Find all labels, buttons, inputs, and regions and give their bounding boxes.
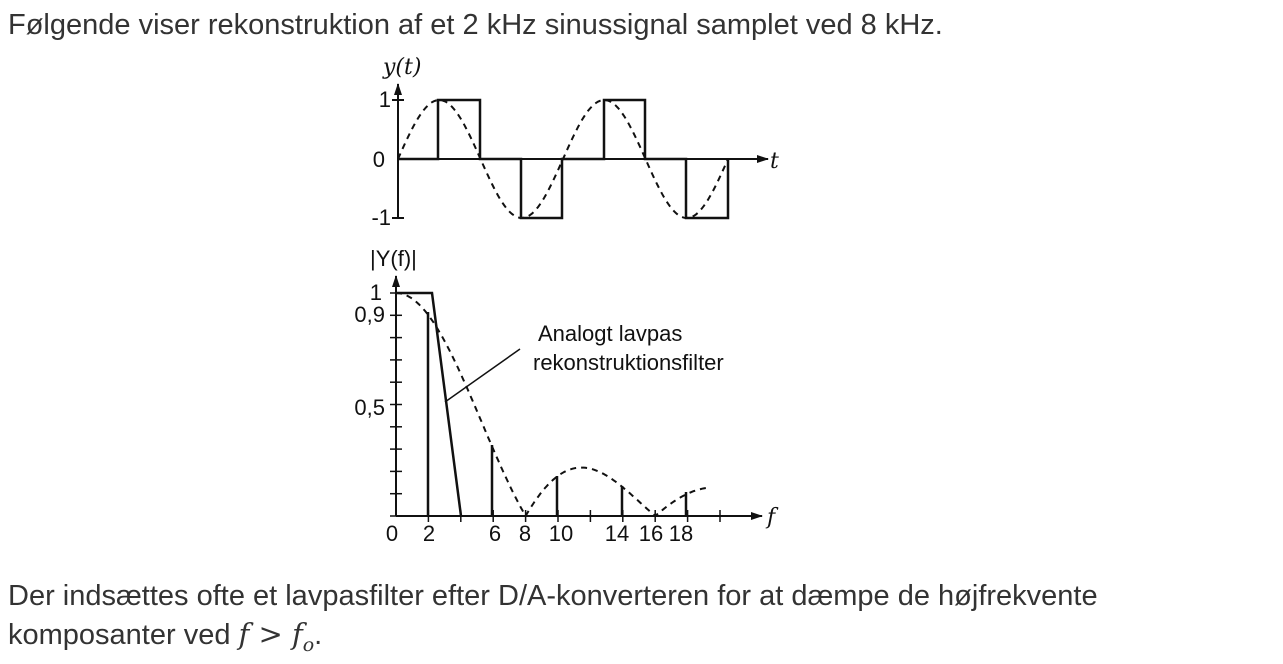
time-xlabel: t	[770, 149, 779, 174]
outro-line-1: Der indsættes ofte et lavpasfilter efter…	[8, 580, 1098, 612]
freq-xtick-16: 16	[639, 521, 663, 546]
outro-line-2: komposanter ved f > fo.	[8, 615, 1098, 664]
freq-ytick-0-9: 0,9	[354, 302, 385, 327]
time-domain-plot: y(t) t 1 0 -1	[371, 55, 779, 230]
annotation-line1: Analogt lavpas	[538, 321, 682, 346]
freq-xlabel: f	[765, 505, 779, 530]
freq-xtick-8: 8	[519, 521, 531, 546]
time-ytick-neg1: -1	[371, 205, 391, 230]
subscript-o: o	[302, 633, 315, 656]
freq-ytick-1: 1	[370, 280, 382, 305]
outro-text: Der indsættes ofte et lavpasfilter efter…	[8, 577, 1098, 664]
time-ylabel: y(t)	[382, 55, 421, 80]
freq-ytick-0-5: 0,5	[354, 395, 385, 420]
freq-xtick-10: 10	[549, 521, 573, 546]
inequality-math: f > f	[238, 617, 303, 651]
staircase-signal	[398, 98, 730, 220]
outro-line-2-end: .	[314, 619, 323, 651]
freq-y-ticks	[390, 292, 402, 517]
freq-xtick-2: 2	[423, 521, 435, 546]
outro-line-2-text: komposanter ved	[8, 619, 239, 651]
freq-xtick-14: 14	[605, 521, 629, 546]
intro-text: Følgende viser rekonstruktion af et 2 kH…	[8, 9, 943, 41]
freq-ylabel: |Y(f)|	[370, 246, 417, 271]
freq-xtick-0: 0	[386, 521, 398, 546]
frequency-domain-plot: |Y(f)| f 1 0,9 0,5 0 2 6 8 10 14 16 18 A…	[354, 246, 779, 546]
time-ytick-1: 1	[379, 87, 391, 112]
freq-xtick-6: 6	[489, 521, 501, 546]
lowpass-filter-curve	[396, 291, 463, 517]
annotation-line2: rekonstruktionsfilter	[533, 350, 724, 375]
sinc-envelope-dashed	[395, 292, 711, 519]
freq-xtick-18: 18	[669, 521, 693, 546]
annotation-leader-line	[444, 348, 521, 403]
time-ytick-0: 0	[373, 147, 385, 172]
